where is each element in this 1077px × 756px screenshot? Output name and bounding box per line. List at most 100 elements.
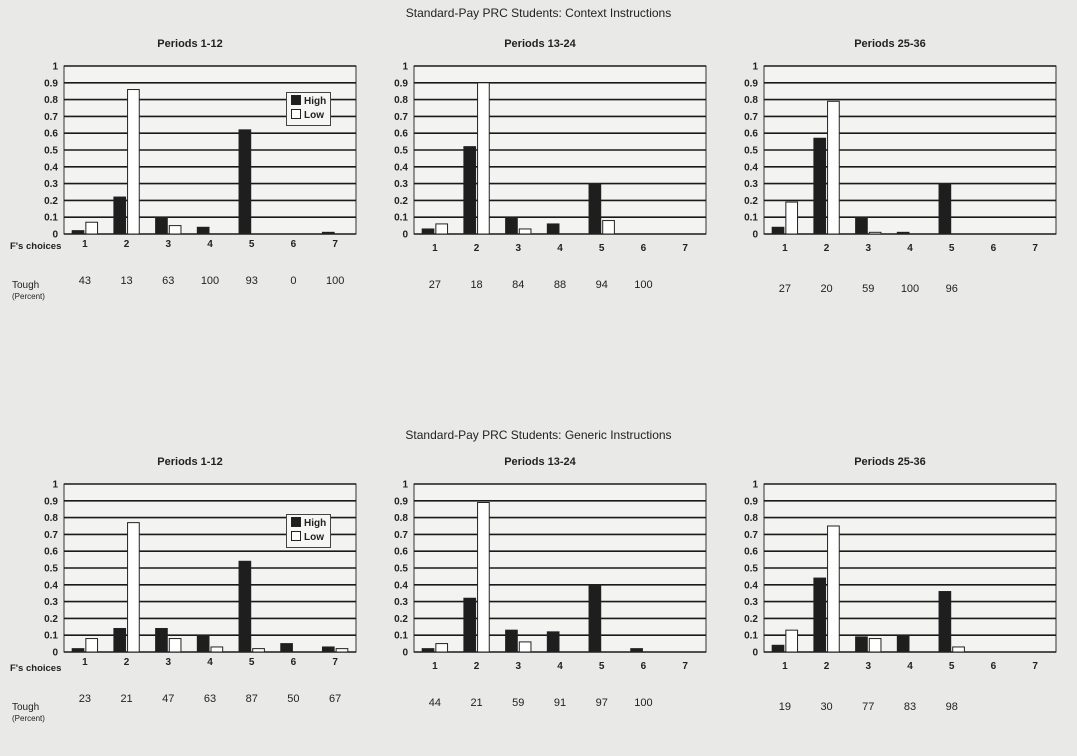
bar-high: [546, 223, 560, 235]
y-tick-label: 0.8: [394, 513, 408, 524]
y-tick-label: 0.9: [44, 78, 58, 89]
tough-value: 18: [470, 279, 482, 291]
y-tick-label: 0.1: [44, 631, 58, 642]
legend: High Low: [286, 92, 332, 126]
tough-label-text: Tough: [12, 280, 40, 291]
y-tick-label: 0.4: [44, 162, 58, 173]
bar-high: [280, 643, 293, 653]
legend-swatch-high: [291, 95, 301, 105]
legend: High Low: [286, 514, 332, 548]
bar-high: [505, 216, 518, 235]
legend-swatch-low: [291, 531, 301, 541]
tough-value: 27: [779, 283, 791, 295]
x-tick-label: 4: [207, 657, 213, 668]
panel-title: Periods 25-36: [854, 38, 926, 50]
x-tick-label: 3: [866, 243, 872, 254]
legend-label-high: High: [304, 96, 327, 107]
bar-low: [210, 646, 224, 653]
tough-value: 50: [287, 693, 299, 705]
tough-label-sub: (Percent): [12, 292, 45, 301]
bar-low: [827, 525, 840, 653]
panel-title: Periods 13-24: [504, 456, 576, 468]
y-tick-label: 0.2: [394, 614, 408, 625]
x-tick-label: 7: [1032, 661, 1038, 672]
tough-value: 59: [862, 283, 874, 295]
y-tick-label: 0.7: [44, 112, 58, 123]
y-tick-label: 0.9: [44, 496, 58, 507]
bar-high: [546, 631, 560, 653]
y-tick-label: 0.3: [44, 179, 58, 190]
bar-high: [421, 648, 435, 653]
legend-item-high: High: [291, 517, 326, 531]
chart-panel-generic-1-12: 0 0.1 0.2 0.3 0.4 0.5 0.6 0.7 0.8 0.9 1 1 23 2 21 3 47 4 6…: [20, 456, 360, 756]
y-tick-label: 0.2: [394, 196, 408, 207]
tough-value: 83: [904, 701, 916, 713]
bar-low: [168, 638, 182, 653]
f-choices-label: F's choices: [10, 663, 62, 674]
x-tick-label: 5: [249, 657, 255, 668]
y-tick-label: 0: [52, 230, 58, 241]
y-tick-label: 0.8: [394, 95, 408, 106]
tough-value: 91: [554, 697, 566, 709]
x-tick-label: 5: [599, 661, 605, 672]
x-tick-label: 4: [557, 661, 563, 672]
tough-value: 100: [326, 275, 344, 287]
y-tick-label: 0.7: [394, 530, 408, 541]
y-tick-label: 0.8: [44, 513, 58, 524]
tough-value: 88: [554, 279, 566, 291]
y-tick-label: 1: [402, 480, 408, 491]
bar-low: [868, 231, 882, 235]
x-tick-label: 4: [557, 243, 563, 254]
bar-low: [518, 641, 532, 653]
y-tick-label: 0.5: [44, 564, 58, 575]
bar-high: [855, 216, 868, 235]
x-tick-label: 1: [782, 243, 788, 254]
y-tick-label: 0.2: [44, 614, 58, 625]
x-tick-label: 5: [949, 661, 955, 672]
bar-high: [321, 646, 335, 653]
tough-value: 97: [596, 697, 608, 709]
y-tick-label: 0.7: [744, 112, 758, 123]
bar-low: [827, 100, 840, 235]
bar-high: [938, 183, 952, 235]
bar-high: [155, 627, 168, 653]
f-choices-label: F's choices: [10, 241, 62, 252]
bar-low: [435, 223, 449, 235]
bar-high: [196, 634, 210, 653]
x-tick-label: 7: [332, 657, 338, 668]
tough-label-sub: (Percent): [12, 714, 45, 723]
tough-value: 77: [862, 701, 874, 713]
section-title-context: Standard-Pay PRC Students: Context Instr…: [405, 6, 672, 20]
x-tick-label: 3: [516, 243, 522, 254]
x-tick-label: 3: [166, 657, 172, 668]
tough-value: 59: [512, 697, 524, 709]
y-tick-label: 0.1: [744, 631, 758, 642]
x-tick-label: 1: [782, 661, 788, 672]
tough-value: 44: [429, 697, 441, 709]
y-tick-label: 0.7: [394, 112, 408, 123]
bar-high: [71, 230, 85, 235]
bar-low: [85, 221, 99, 235]
tough-label: Tough (Percent): [12, 702, 45, 724]
chart-svg: 0 0.1 0.2 0.3 0.4 0.5 0.6 0.7 0.8 0.9 1 1 44 2 21 3 59 4 9…: [394, 480, 707, 709]
bar-low: [168, 225, 182, 235]
bar-high: [421, 228, 435, 235]
bar-high: [813, 577, 827, 653]
bar-low: [602, 220, 615, 235]
bar-high: [463, 146, 477, 235]
x-tick-label: 4: [907, 243, 913, 254]
x-tick-label: 6: [641, 661, 647, 672]
y-tick-label: 0.9: [394, 78, 408, 89]
x-tick-label: 6: [291, 657, 297, 668]
bar-low: [477, 82, 490, 235]
tough-value: 93: [246, 275, 258, 287]
y-tick-label: 0: [402, 230, 408, 241]
y-tick-label: 0.3: [394, 597, 408, 608]
y-tick-label: 0.3: [394, 179, 408, 190]
x-tick-label: 2: [824, 243, 830, 254]
y-tick-label: 0.5: [744, 564, 758, 575]
x-tick-label: 2: [474, 661, 480, 672]
chart-svg: 0 0.1 0.2 0.3 0.4 0.5 0.6 0.7 0.8 0.9 1 1 23 2 21 3 47 4 6…: [44, 480, 357, 705]
y-tick-label: 0.7: [44, 530, 58, 541]
x-tick-label: 6: [991, 661, 997, 672]
